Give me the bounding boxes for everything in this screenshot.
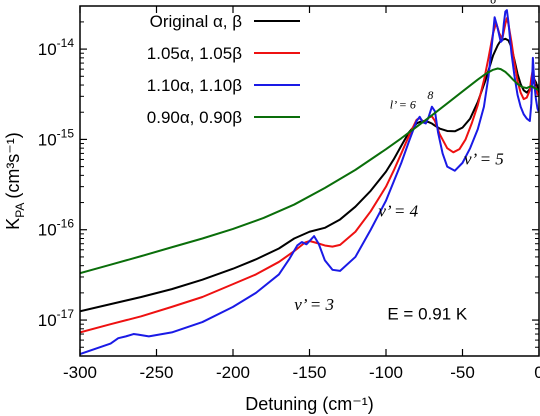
y-axis-label: KPA (cm³s⁻¹) (3, 132, 27, 230)
x-tick-label: -100 (369, 363, 403, 382)
x-tick-label: -150 (292, 363, 326, 382)
annotation: l’ = 6 (390, 97, 416, 111)
x-tick-label: -250 (139, 363, 173, 382)
annotation: v’ = 5 (464, 149, 504, 168)
annotations: v’ = 3 v’ = 4 v’ = 5 l’ = 6 8 6 8 E = 0.91 K (294, 0, 510, 323)
x-tick-label: -300 (63, 363, 97, 382)
y-tick-label: 10-15 (38, 126, 75, 149)
y-axis-label-sub: PA (13, 203, 27, 218)
legend-label: 1.05α, 1.05β (147, 44, 242, 63)
series-line-4 (80, 67, 539, 275)
x-tick-label: 0 (534, 363, 540, 382)
legend-label: 1.10α, 1.10β (147, 76, 242, 95)
annotation: 6 (490, 0, 496, 6)
y-axis-label-units: (cm³s⁻¹) (3, 132, 23, 198)
x-tick-label: -50 (450, 363, 475, 382)
series-line-2 (80, 17, 539, 334)
y-tick-label: 10-16 (38, 217, 75, 240)
legend-label: 0.90α, 0.90β (147, 108, 242, 127)
annotation: 8 (504, 0, 510, 2)
y-axis-label-main: K (3, 218, 23, 230)
series-curves (80, 9, 539, 356)
annotation: 8 (427, 88, 433, 102)
axis-ticks: -300 -250 -200 -150 -100 -50 0 10-17 10-16 10-15 1… (38, 5, 540, 382)
y-tick-label: 10-17 (38, 307, 75, 330)
x-tick-label: -200 (216, 363, 250, 382)
legend-label: Original α, β (150, 12, 243, 31)
annotation: v’ = 3 (294, 295, 334, 314)
legend: Original α, β 1.05α, 1.05β 1.10α, 1.10β 0.9… (147, 12, 300, 127)
annotation: E = 0.91 K (387, 304, 468, 323)
x-axis-label: Detuning (cm⁻¹) (245, 394, 374, 414)
annotation: v’ = 4 (378, 202, 418, 221)
y-tick-label: 10-14 (38, 36, 75, 59)
